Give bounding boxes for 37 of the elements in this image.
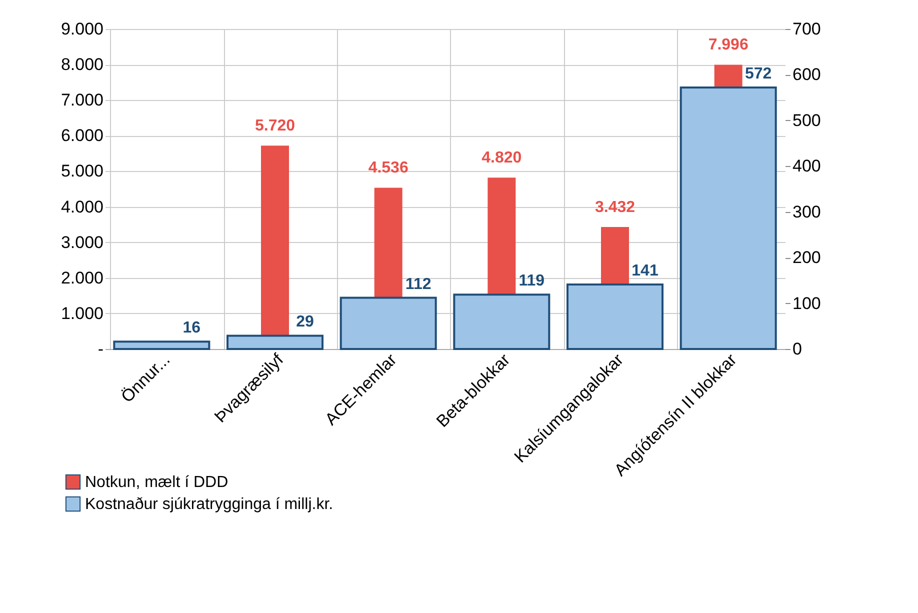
y-tick-label: 6.000: [60, 126, 104, 146]
data-label: 119: [518, 272, 545, 290]
data-label: 16: [182, 320, 201, 337]
y-tick-label: -: [98, 340, 104, 358]
data-label: 141: [632, 262, 658, 280]
y-tick-label: 4.000: [60, 197, 104, 216]
bar: [680, 86, 777, 350]
y-tick-label: 3.000: [60, 232, 104, 252]
data-label: 5.720: [254, 118, 296, 135]
y-tick-label: 5.000: [60, 162, 104, 181]
data-label: 4.820: [482, 150, 522, 167]
y2-tick-label: 300: [792, 202, 821, 222]
data-label: 4.536: [368, 160, 408, 177]
y-tick-label: 8.000: [60, 55, 104, 74]
y2-tick-label: 100: [792, 294, 821, 313]
bar: [566, 284, 664, 350]
data-label: 29: [296, 314, 314, 331]
y2-tick-label: 600: [792, 65, 821, 84]
y-tick-label: 1.000: [60, 304, 104, 323]
data-label: 3.432: [594, 198, 636, 216]
bar: [226, 334, 324, 350]
data-label: 7.996: [708, 36, 748, 54]
y2-tick-label: 200: [792, 248, 821, 268]
bar: [340, 296, 437, 350]
bar: [113, 340, 210, 350]
y-tick-label: 9.000: [60, 20, 104, 38]
y2-tick-label: 700: [792, 20, 821, 38]
y2-tick-label: 400: [792, 156, 821, 176]
data-label: 112: [405, 276, 432, 293]
legend-label: Notkun, mælt í DDD: [85, 474, 228, 491]
y2-tick-label: 500: [792, 110, 821, 130]
data-label: 572: [744, 66, 772, 83]
y-tick-label: 2.000: [60, 268, 104, 288]
legend-label: Kostnaður sjúkratrygginga í millj.kr.: [85, 496, 334, 513]
y2-tick-label: 0: [792, 340, 802, 358]
y-tick-label: 7.000: [60, 90, 104, 110]
bar: [453, 294, 550, 350]
